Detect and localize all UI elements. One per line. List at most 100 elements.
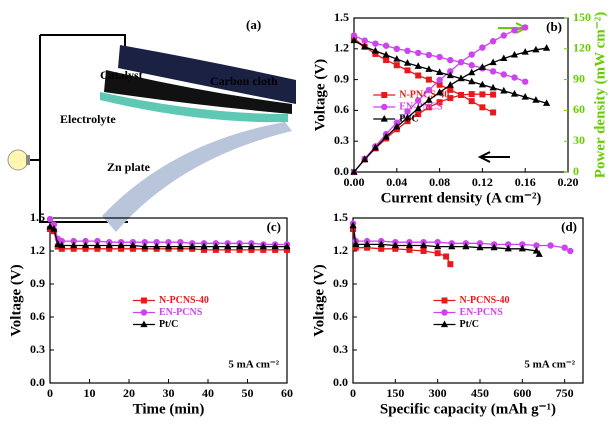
- x-axis-label: Specific capacity (mAh g⁻¹): [380, 401, 556, 417]
- marker: [478, 63, 486, 70]
- wire: [28, 34, 128, 223]
- marker: [361, 37, 368, 44]
- marker: [383, 57, 390, 64]
- voltage-line: [352, 228, 451, 265]
- y-tick-label: 1.2: [30, 243, 45, 257]
- plot-frame: [353, 17, 569, 173]
- x-tick-label: 300: [429, 386, 447, 400]
- y-tick-label: 0.9: [30, 276, 45, 290]
- marker: [165, 239, 172, 246]
- marker: [352, 244, 359, 251]
- marker: [46, 222, 54, 230]
- legend-label: N-PCNS-40: [460, 295, 510, 306]
- marker: [70, 245, 77, 252]
- annotation: 5 mA cm⁻²: [228, 359, 279, 371]
- marker: [504, 244, 512, 252]
- marker: [212, 246, 219, 253]
- marker: [543, 44, 551, 51]
- catalyst-layer: [104, 70, 292, 114]
- marker: [140, 297, 147, 304]
- marker: [425, 76, 432, 83]
- marker: [478, 80, 486, 88]
- marker: [489, 68, 497, 75]
- marker: [436, 81, 443, 88]
- marker: [462, 242, 470, 250]
- marker: [54, 240, 62, 247]
- y-tick-label: 0.0: [334, 164, 349, 178]
- legend-label: Pt/C: [399, 113, 418, 124]
- y2-tick-label: 120: [573, 41, 591, 55]
- marker: [440, 320, 449, 328]
- y-tick-label: 0.6: [30, 309, 45, 323]
- marker: [543, 99, 551, 106]
- marker: [201, 246, 208, 253]
- marker: [425, 96, 433, 103]
- panel-label: (a): [246, 17, 261, 32]
- marker: [284, 246, 290, 253]
- marker: [212, 242, 220, 250]
- marker: [436, 88, 444, 95]
- x-tick-label: 60: [281, 386, 293, 400]
- marker: [393, 119, 400, 126]
- marker: [352, 240, 360, 247]
- marker: [420, 248, 427, 254]
- marker: [489, 58, 497, 66]
- marker: [521, 48, 529, 55]
- marker: [441, 297, 448, 304]
- panel-label: (c): [267, 219, 281, 234]
- marker: [532, 247, 541, 254]
- y2-tick-label: 150: [573, 10, 591, 24]
- marker: [141, 239, 148, 246]
- marker: [511, 27, 518, 34]
- marker: [140, 320, 148, 328]
- marker: [425, 51, 433, 59]
- marker: [248, 246, 255, 253]
- marker: [446, 81, 454, 88]
- marker: [434, 239, 441, 246]
- marker: [377, 240, 385, 247]
- y-tick-label: 1.5: [333, 210, 348, 224]
- legend-label: N-PCNS-40: [159, 295, 209, 306]
- marker: [350, 168, 358, 175]
- marker: [447, 261, 454, 268]
- x-tick-label: 0.16: [515, 175, 536, 189]
- marker: [200, 242, 208, 250]
- marker: [547, 242, 554, 249]
- marker: [404, 118, 411, 125]
- marker: [518, 244, 526, 252]
- marker: [489, 83, 497, 91]
- marker: [436, 53, 443, 61]
- marker: [489, 38, 497, 45]
- y2-tick-label: 90: [573, 71, 585, 85]
- schematic-label: Carbon cloth: [210, 74, 278, 88]
- marker: [361, 155, 369, 163]
- x-tick-label: 0.04: [386, 175, 407, 189]
- marker: [419, 241, 428, 249]
- marker: [519, 241, 526, 248]
- marker: [511, 74, 518, 81]
- marker: [260, 246, 267, 253]
- marker: [381, 92, 388, 98]
- marker: [415, 72, 422, 79]
- marker: [561, 244, 568, 251]
- marker: [404, 67, 411, 74]
- marker: [58, 237, 66, 245]
- x-axis-label: Current density (A cm⁻²): [381, 190, 542, 206]
- marker: [457, 74, 465, 82]
- legend-label: Pt/C: [159, 319, 178, 330]
- marker: [50, 225, 58, 232]
- x-tick-label: 150: [386, 386, 404, 400]
- marker: [500, 32, 507, 39]
- marker: [349, 221, 357, 229]
- marker: [272, 246, 279, 253]
- marker: [153, 239, 160, 246]
- marker: [500, 86, 508, 94]
- marker: [382, 50, 390, 58]
- marker: [532, 45, 540, 53]
- marker: [447, 68, 454, 75]
- marker: [468, 68, 476, 76]
- marker: [378, 245, 385, 252]
- y-axis-label: Voltage (V): [8, 264, 24, 336]
- marker: [140, 309, 148, 316]
- marker: [283, 242, 291, 250]
